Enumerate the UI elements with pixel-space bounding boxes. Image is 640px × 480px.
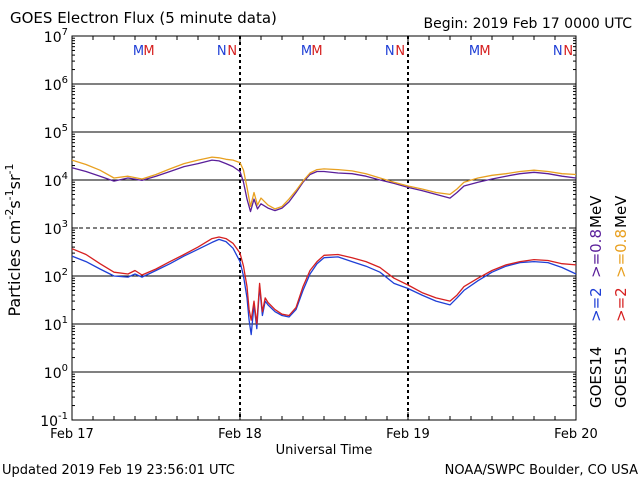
marker-label: M: [301, 44, 312, 59]
grid-lines: [72, 83, 576, 373]
marker-label: N: [217, 44, 227, 59]
begin-time: Begin: 2019 Feb 17 0000 UTC: [424, 16, 633, 32]
marker-label: N: [395, 44, 405, 59]
y-tick-label: 100: [44, 363, 68, 382]
credit-text: NOAA/SWPC Boulder, CO USA: [445, 463, 638, 478]
series-line: [71, 236, 577, 325]
x-axis-label: Universal Time: [276, 443, 373, 458]
series-line: [71, 238, 577, 336]
y-tick-label: 106: [44, 75, 68, 94]
legend-entry: GOES15>=2>=0.8MeV: [612, 195, 630, 408]
y-tick-label: 105: [44, 123, 68, 142]
y-tick-label: 107: [44, 27, 68, 46]
y-axis: 10-1 100 101 102 103 104 105 106 107: [40, 27, 576, 430]
marker-label: N: [385, 44, 395, 59]
data-series: [71, 156, 577, 336]
y-tick-label: 101: [44, 315, 68, 334]
marker-label: M: [469, 44, 480, 59]
series-line: [71, 159, 577, 213]
marker-label: M: [133, 44, 144, 59]
legend-entry: GOES14>=2>=0.8MeV: [587, 195, 605, 408]
x-axis: Feb 17 Feb 18 Feb 19 Feb 20: [50, 36, 598, 442]
marker-label: N: [553, 44, 563, 59]
legend: GOES14>=2>=0.8MeV GOES15>=2>=0.8MeV: [587, 195, 630, 408]
marker-label: M: [143, 44, 154, 59]
marker-label: M: [311, 44, 322, 59]
y-tick-label: 102: [44, 267, 68, 286]
x-tick-label: Feb 20: [554, 427, 598, 442]
marker-label: M: [479, 44, 490, 59]
y-tick-label: 104: [44, 171, 68, 190]
marker-label: N: [227, 44, 237, 59]
y-tick-label: 103: [44, 219, 68, 238]
chart-title: GOES Electron Flux (5 minute data): [10, 9, 277, 27]
updated-timestamp: Updated 2019 Feb 19 23:56:01 UTC: [2, 463, 235, 478]
series-line: [71, 156, 577, 210]
x-tick-label: Feb 19: [386, 427, 430, 442]
x-tick-label: Feb 17: [50, 427, 94, 442]
day-divider-lines: [239, 36, 409, 420]
y-axis-label: Particles cm-2s-1sr-1: [3, 163, 24, 316]
x-tick-label: Feb 18: [218, 427, 262, 442]
marker-label: N: [563, 44, 573, 59]
y-tick-label: 10-1: [40, 411, 68, 430]
